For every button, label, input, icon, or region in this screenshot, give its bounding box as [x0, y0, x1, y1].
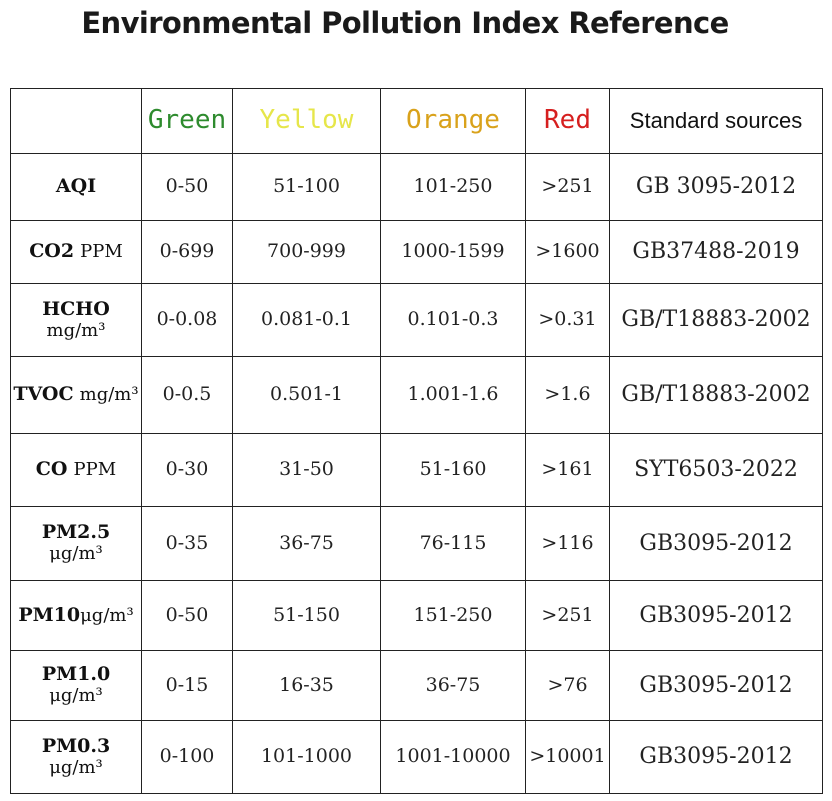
standard-source: GB3095-2012: [609, 580, 823, 651]
standard-source: GB3095-2012: [609, 506, 823, 581]
orange-range: 36-75: [380, 650, 526, 721]
green-range: 0-50: [141, 153, 233, 221]
parameter-unit: mg/m³: [79, 384, 139, 406]
parameter-unit: μg/m³: [49, 756, 103, 778]
red-range: >1600: [525, 220, 610, 284]
parameter-unit: PPM: [73, 459, 117, 481]
parameter-name: AQI: [55, 175, 97, 198]
orange-range: 51-160: [380, 433, 526, 507]
green-range: 0-0.08: [141, 283, 233, 357]
table-row-pm10: PM10μg/m³ 0-50 51-150 151-250 >251 GB309…: [10, 580, 823, 651]
green-range: 0-35: [141, 506, 233, 581]
parameter-unit: mg/m³: [46, 319, 106, 341]
red-range: >0.31: [525, 283, 610, 357]
parameter-name: TVOC: [13, 383, 74, 406]
green-range: 0-0.5: [141, 356, 233, 434]
yellow-range: 36-75: [232, 506, 381, 581]
standard-source: GB/T18883-2002: [609, 283, 823, 357]
orange-range: 1001-10000: [380, 720, 526, 794]
yellow-range: 51-100: [232, 153, 381, 221]
green-range: 0-699: [141, 220, 233, 284]
header-standard-sources: Standard sources: [609, 88, 823, 154]
yellow-range: 101-1000: [232, 720, 381, 794]
parameter-unit: μg/m³: [49, 543, 103, 565]
parameter-name: PM2.5: [41, 521, 111, 544]
green-range: 0-15: [141, 650, 233, 721]
parameter-name: CO2: [29, 240, 75, 263]
standard-source: GB37488-2019: [609, 220, 823, 284]
table-row-tvoc: TVOC mg/m³ 0-0.5 0.501-1 1.001-1.6 >1.6 …: [10, 356, 823, 434]
standard-source: GB3095-2012: [609, 650, 823, 721]
parameter-cell: PM2.5 μg/m³: [10, 506, 142, 581]
red-range: >116: [525, 506, 610, 581]
green-range: 0-50: [141, 580, 233, 651]
parameter-cell: CO2 PPM: [10, 220, 142, 284]
yellow-range: 0.501-1: [232, 356, 381, 434]
header-red: Red: [525, 88, 610, 154]
parameter-unit: μg/m³: [49, 685, 103, 707]
parameter-name: HCHO: [42, 297, 110, 320]
parameter-name: PM1.0: [41, 663, 111, 686]
standard-source: SYT6503-2022: [609, 433, 823, 507]
orange-range: 0.101-0.3: [380, 283, 526, 357]
red-range: >161: [525, 433, 610, 507]
page-title: Environmental Pollution Index Reference: [81, 6, 729, 40]
parameter-unit: μg/m³: [80, 604, 134, 626]
red-range: >10001: [525, 720, 610, 794]
red-range: >251: [525, 153, 610, 221]
orange-range: 76-115: [380, 506, 526, 581]
yellow-range: 31-50: [232, 433, 381, 507]
table-row-hcho: HCHO mg/m³ 0-0.08 0.081-0.1 0.101-0.3 >0…: [10, 283, 823, 357]
parameter-unit: PPM: [80, 241, 123, 263]
pollution-index-table: Green Yellow Orange Red Standard sources…: [10, 88, 823, 794]
header-yellow: Yellow: [232, 88, 381, 154]
parameter-cell: HCHO mg/m³: [10, 283, 142, 357]
orange-range: 151-250: [380, 580, 526, 651]
orange-range: 1.001-1.6: [380, 356, 526, 434]
parameter-cell: PM0.3 μg/m³: [10, 720, 142, 794]
parameter-cell: PM1.0 μg/m³: [10, 650, 142, 721]
yellow-range: 700-999: [232, 220, 381, 284]
parameter-name: PM10: [18, 603, 81, 626]
orange-range: 101-250: [380, 153, 526, 221]
parameter-cell: TVOC mg/m³: [10, 356, 142, 434]
table-row-pm2-5: PM2.5 μg/m³ 0-35 36-75 76-115 >116 GB309…: [10, 506, 823, 581]
table-row-pm0-3: PM0.3 μg/m³ 0-100 101-1000 1001-10000 >1…: [10, 720, 823, 794]
header-green: Green: [141, 88, 233, 154]
standard-source: GB/T18883-2002: [609, 356, 823, 434]
standard-source: GB3095-2012: [609, 720, 823, 794]
red-range: >76: [525, 650, 610, 721]
parameter-name: PM0.3: [41, 734, 111, 757]
header-orange: Orange: [380, 88, 526, 154]
table-row-co2: CO2 PPM 0-699 700-999 1000-1599 >1600 GB…: [10, 220, 823, 284]
yellow-range: 51-150: [232, 580, 381, 651]
parameter-cell: CO PPM: [10, 433, 142, 507]
yellow-range: 0.081-0.1: [232, 283, 381, 357]
table-row-aqi: AQI 0-50 51-100 101-250 >251 GB 3095-201…: [10, 153, 823, 221]
header-parameter-cell: [10, 88, 142, 154]
red-range: >1.6: [525, 356, 610, 434]
parameter-name: CO: [35, 458, 68, 481]
parameter-cell: PM10μg/m³: [10, 580, 142, 651]
green-range: 0-30: [141, 433, 233, 507]
red-range: >251: [525, 580, 610, 651]
standard-source: GB 3095-2012: [609, 153, 823, 221]
yellow-range: 16-35: [232, 650, 381, 721]
table-row-pm1-0: PM1.0 μg/m³ 0-15 16-35 36-75 >76 GB3095-…: [10, 650, 823, 721]
table-row-co: CO PPM 0-30 31-50 51-160 >161 SYT6503-20…: [10, 433, 823, 507]
parameter-cell: AQI: [10, 153, 142, 221]
green-range: 0-100: [141, 720, 233, 794]
table-header-row: Green Yellow Orange Red Standard sources: [10, 88, 823, 154]
orange-range: 1000-1599: [380, 220, 526, 284]
